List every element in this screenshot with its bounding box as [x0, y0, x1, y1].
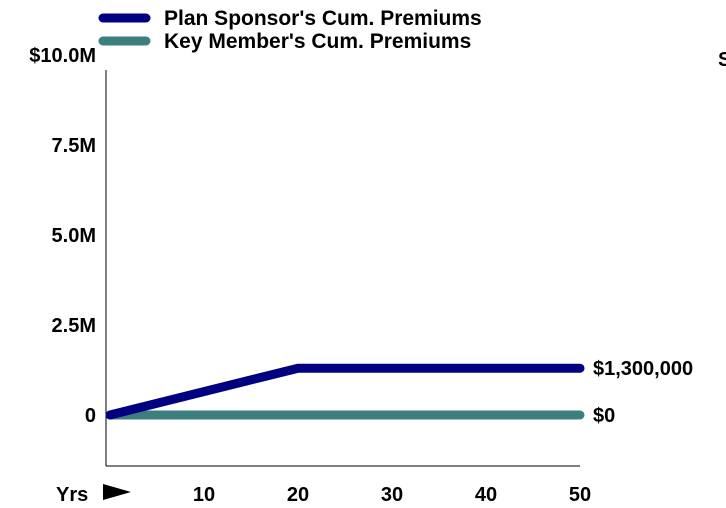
- axes: 0 2.5M 5.0M 7.5M $10.0M Yrs 10 20 30 40 50: [29, 45, 591, 506]
- y-tick-label: 2.5M: [52, 315, 96, 337]
- x-tick-label: 20: [287, 484, 309, 506]
- end-labels: $0 $1,300,000: [593, 358, 693, 427]
- y-tick-label: 0: [85, 405, 96, 427]
- legend-label: Plan Sponsor's Cum. Premiums: [164, 7, 482, 30]
- end-value-label: $1,300,000: [593, 358, 693, 380]
- x-axis-title: Yrs: [56, 484, 88, 506]
- x-tick-label: 30: [381, 484, 403, 506]
- x-axis-arrow-icon: [103, 484, 131, 500]
- series-lines: [105, 363, 585, 420]
- x-tick-label: 10: [193, 484, 215, 506]
- x-tick-label: 40: [475, 484, 497, 506]
- y-tick-label: $10.0M: [29, 45, 96, 67]
- y-tick-label: 7.5M: [52, 135, 96, 157]
- cropped-edge-text: S: [718, 49, 726, 71]
- series-line-plan-sponsor: [105, 363, 585, 420]
- legend-label: Key Member's Cum. Premiums: [164, 30, 471, 53]
- x-tick-label: 50: [569, 484, 591, 506]
- end-value-label: $0: [593, 405, 615, 427]
- y-tick-label: 5.0M: [52, 225, 96, 247]
